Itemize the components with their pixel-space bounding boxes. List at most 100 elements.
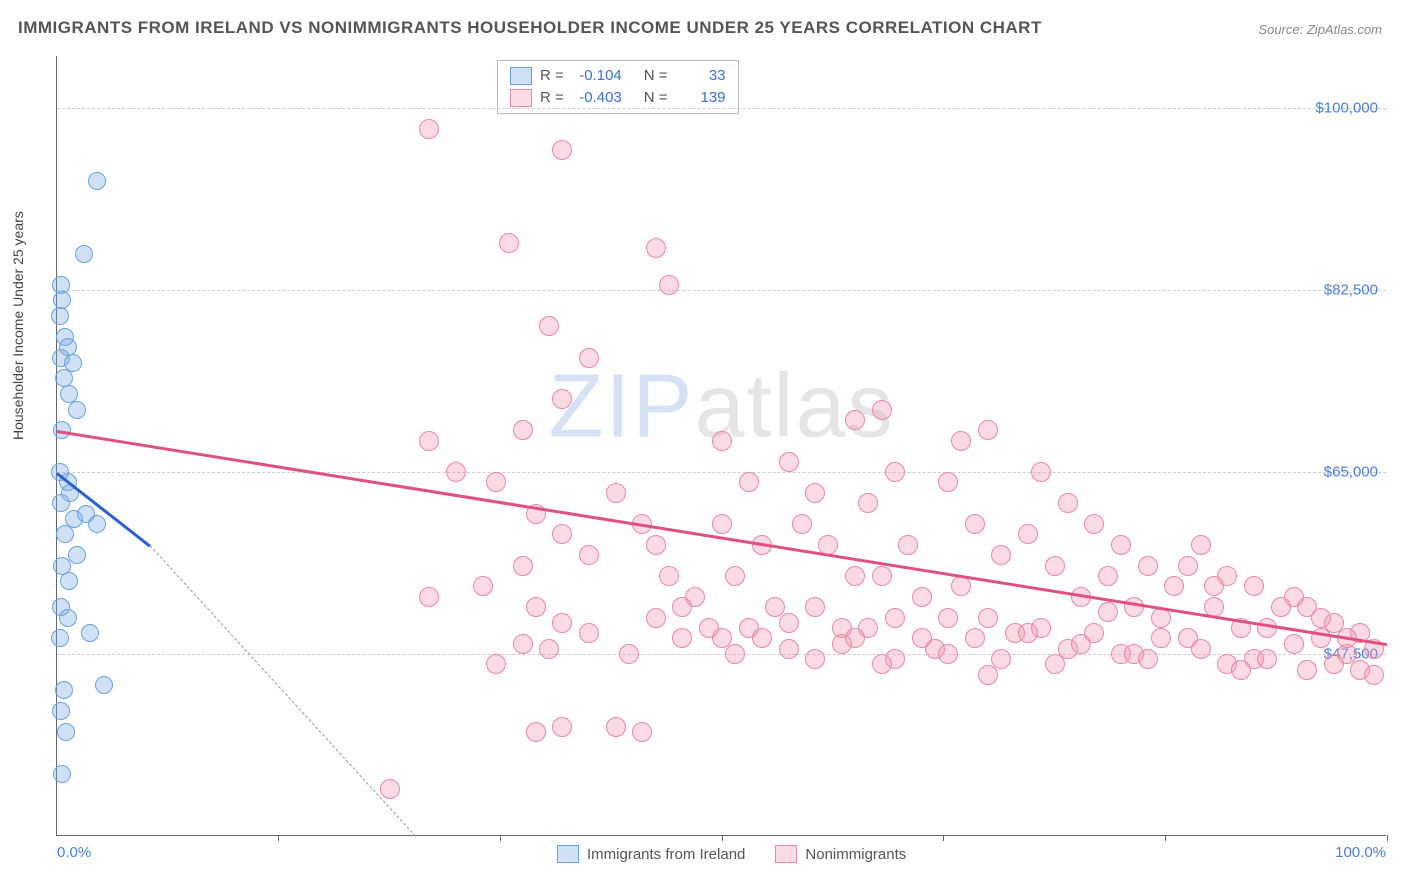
data-point <box>845 410 865 430</box>
data-point <box>1084 514 1104 534</box>
data-point <box>672 628 692 648</box>
data-point <box>951 431 971 451</box>
data-point <box>419 587 439 607</box>
stats-n-label: N = <box>644 87 668 109</box>
data-point <box>473 576 493 596</box>
data-point <box>872 400 892 420</box>
data-point <box>1231 660 1251 680</box>
legend-item: Nonimmigrants <box>775 845 906 863</box>
stats-r-value: -0.403 <box>572 87 622 109</box>
data-point <box>552 524 572 544</box>
data-point <box>513 556 533 576</box>
data-point <box>1324 654 1344 674</box>
data-point <box>579 545 599 565</box>
data-point <box>539 639 559 659</box>
stats-legend-row: R =-0.403N =139 <box>510 87 726 109</box>
data-point <box>978 608 998 628</box>
data-point <box>51 307 69 325</box>
data-point <box>52 494 70 512</box>
x-minor-tick <box>722 835 723 841</box>
data-point <box>885 462 905 482</box>
data-point <box>1151 628 1171 648</box>
stats-n-label: N = <box>644 65 668 87</box>
data-point <box>446 462 466 482</box>
data-point <box>712 431 732 451</box>
data-point <box>526 722 546 742</box>
data-point <box>539 316 559 336</box>
gridline-h <box>57 472 1386 473</box>
y-tick-label: $65,000 <box>1324 464 1378 481</box>
data-point <box>59 609 77 627</box>
data-point <box>56 525 74 543</box>
x-minor-tick <box>1387 835 1388 841</box>
gridline-h <box>57 654 1386 655</box>
watermark-brand: ZIP <box>548 356 694 456</box>
data-point <box>725 644 745 664</box>
data-point <box>606 483 626 503</box>
data-point <box>1124 597 1144 617</box>
data-point <box>858 493 878 513</box>
trend-line-extrapolated <box>150 545 417 837</box>
data-point <box>1204 576 1224 596</box>
data-point <box>1018 524 1038 544</box>
data-point <box>659 275 679 295</box>
data-point <box>499 233 519 253</box>
data-point <box>725 566 745 586</box>
data-point <box>779 613 799 633</box>
data-point <box>513 420 533 440</box>
stats-r-label: R = <box>540 65 564 87</box>
data-point <box>1071 634 1091 654</box>
data-point <box>912 587 932 607</box>
data-point <box>1045 654 1065 674</box>
legend-item: Immigrants from Ireland <box>557 845 745 863</box>
data-point <box>1244 576 1264 596</box>
data-point <box>792 514 812 534</box>
legend-swatch <box>775 845 797 863</box>
data-point <box>579 348 599 368</box>
data-point <box>68 546 86 564</box>
data-point <box>419 431 439 451</box>
data-point <box>805 597 825 617</box>
data-point <box>646 238 666 258</box>
stats-r-value: -0.104 <box>572 65 622 87</box>
data-point <box>1098 566 1118 586</box>
data-point <box>1031 462 1051 482</box>
source-attribution: Source: ZipAtlas.com <box>1258 22 1382 37</box>
data-point <box>53 765 71 783</box>
data-point <box>1124 644 1144 664</box>
data-point <box>951 576 971 596</box>
data-point <box>1311 608 1331 628</box>
x-minor-tick <box>500 835 501 841</box>
data-point <box>885 608 905 628</box>
data-point <box>1138 556 1158 576</box>
data-point <box>552 140 572 160</box>
data-point <box>1018 623 1038 643</box>
data-point <box>965 628 985 648</box>
stats-n-value: 139 <box>676 87 726 109</box>
data-point <box>646 608 666 628</box>
data-point <box>632 722 652 742</box>
source-value: ZipAtlas.com <box>1307 22 1382 37</box>
data-point <box>1191 639 1211 659</box>
data-point <box>991 545 1011 565</box>
data-point <box>805 483 825 503</box>
data-point <box>1111 535 1131 555</box>
data-point <box>1257 649 1277 669</box>
data-point <box>1164 576 1184 596</box>
data-point <box>88 515 106 533</box>
data-point <box>526 597 546 617</box>
data-point <box>752 628 772 648</box>
data-point <box>95 676 113 694</box>
data-point <box>845 566 865 586</box>
data-point <box>912 628 932 648</box>
data-point <box>938 644 958 664</box>
data-point <box>779 639 799 659</box>
gridline-h <box>57 108 1386 109</box>
data-point <box>659 566 679 586</box>
legend-label: Nonimmigrants <box>805 846 906 863</box>
data-point <box>419 119 439 139</box>
x-minor-tick <box>943 835 944 841</box>
data-point <box>606 717 626 737</box>
legend-swatch <box>510 67 532 85</box>
data-point <box>832 634 852 654</box>
